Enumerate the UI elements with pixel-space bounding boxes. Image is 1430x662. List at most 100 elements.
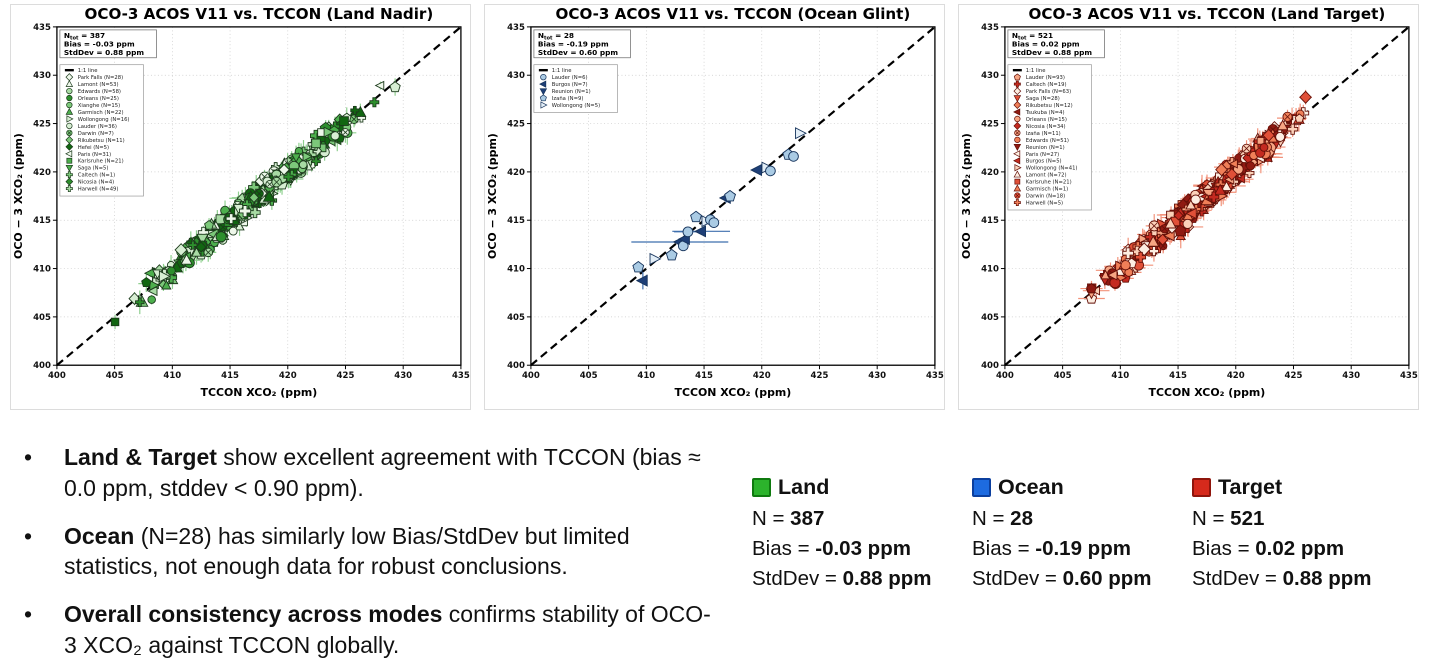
legend-entry-label: Karlsruhe (N=21)	[1026, 180, 1072, 186]
scatter-point	[283, 171, 294, 182]
legend-entry-label: Edwards (N=58)	[78, 89, 121, 95]
svg-text:425: 425	[981, 120, 999, 130]
scatter-point-x	[205, 249, 211, 256]
svg-text:430: 430	[33, 71, 51, 81]
chart-title: OCO-3 ACOS V11 vs. TCCON (Land Nadir)	[85, 5, 434, 23]
svg-text:405: 405	[580, 371, 598, 381]
scatter-point	[228, 226, 238, 236]
scatter-point	[1225, 167, 1238, 181]
scatter-point-x	[1015, 131, 1020, 135]
svg-text:415: 415	[507, 216, 525, 226]
scatter-point	[215, 231, 227, 243]
svg-text:415: 415	[1169, 371, 1187, 381]
summary-stddev: StdDev = 0.88 ppm	[1192, 566, 1372, 590]
legend-marker	[65, 107, 74, 115]
legend-entry-label: Darwin (N=7)	[78, 131, 114, 137]
scatter-point	[1135, 251, 1147, 263]
svg-text:420: 420	[507, 168, 525, 178]
chart-title: OCO-3 ACOS V11 vs. TCCON (Ocean Glint)	[556, 5, 911, 23]
legend-marker	[539, 94, 547, 102]
svg-text:420: 420	[1227, 371, 1245, 381]
legend-entry-label: Caltech (N=19)	[1026, 82, 1067, 88]
axes-box	[56, 26, 462, 366]
scatter-point	[302, 151, 313, 162]
svg-text:415: 415	[695, 371, 713, 381]
summary-label: Land	[778, 475, 830, 499]
legend-entry-label: Saga (N=28)	[1026, 96, 1060, 102]
legend-marker	[65, 185, 73, 193]
legend-marker	[1013, 80, 1021, 88]
scatter-point	[708, 217, 720, 228]
summary-label: Ocean	[998, 475, 1064, 499]
legend-marker	[66, 94, 73, 102]
scatter-point	[1086, 282, 1097, 294]
svg-text:StdDev = 0.88 ppm: StdDev = 0.88 ppm	[64, 48, 145, 57]
svg-text:435: 435	[33, 23, 51, 33]
scatter-point-x	[256, 190, 262, 197]
legend-entry-label: Paris (N=27)	[1026, 152, 1059, 158]
axes-box	[1004, 26, 1410, 366]
legend-marker	[1013, 144, 1022, 152]
legend-marker	[1013, 101, 1022, 109]
scatter-point	[1287, 123, 1299, 135]
y-axis-label: OCO − 3 XCO₂ (ppm)	[960, 133, 973, 259]
legend-entry-label: Park Falls (N=63)	[1026, 89, 1071, 95]
bullet-bold-text: Ocean	[64, 522, 135, 549]
scatter-point	[1275, 132, 1286, 142]
legend-marker	[1014, 178, 1021, 185]
legend-entry-label: Saga (N=5)	[78, 166, 109, 172]
legend-entry-label: Garmisch (N=22)	[78, 110, 124, 116]
legend-marker	[1013, 95, 1022, 103]
chart-panel-land-nadir: 400 400 405 405 410 410 415 415 420 420 425 425 430 4…	[10, 4, 471, 410]
scatter-point	[1245, 161, 1255, 171]
scatter-point	[1185, 199, 1197, 210]
scatter-point-x	[267, 181, 273, 187]
scatter-point	[135, 297, 145, 308]
summary-header: Ocean	[972, 474, 1192, 502]
scatter-point-x	[351, 116, 357, 122]
scatter-point	[195, 241, 207, 253]
scatter-point	[166, 266, 176, 276]
legend-entry-label: Lauder (N=36)	[78, 124, 117, 130]
legend-marker	[65, 164, 74, 172]
svg-text:Ntot = 387: Ntot = 387	[64, 31, 105, 42]
charts-row: 400 400 405 405 410 410 415 415 420 420 425 425 430 4…	[10, 4, 1419, 410]
legend-entry-label: Wollongong (N=5)	[552, 103, 600, 109]
axis-ticks	[52, 26, 462, 370]
legend-marker	[1013, 170, 1022, 178]
target-color-swatch	[1192, 478, 1211, 498]
legend-entry-label: Nicosia (N=4)	[78, 180, 114, 186]
legend-entry-label: Lauder (N=6)	[552, 75, 588, 81]
summary-stddev: StdDev = 0.88 ppm	[752, 566, 932, 590]
svg-text:400: 400	[507, 361, 525, 371]
scatter-point	[1182, 218, 1193, 229]
svg-text:Bias = -0.19 ppm: Bias = -0.19 ppm	[538, 39, 609, 48]
scatter-point-x	[1284, 113, 1291, 120]
bullet-bold-text: Overall consistency across modes	[64, 601, 443, 628]
axes-box	[530, 26, 936, 366]
svg-text:415: 415	[221, 371, 239, 381]
y-axis-label: OCO − 3 XCO₂ (ppm)	[486, 133, 499, 259]
legend-marker	[66, 122, 73, 130]
legend-entry-label: Hefei (N=5)	[78, 145, 109, 151]
scatter-point	[1185, 207, 1197, 220]
svg-text:400: 400	[33, 361, 51, 371]
svg-text:405: 405	[507, 313, 525, 323]
legend-entry-label: Burgos (N=7)	[552, 82, 588, 88]
legend-entry-label: Reunion (N=1)	[1026, 145, 1065, 151]
svg-text:420: 420	[981, 168, 999, 178]
legend-marker	[65, 79, 74, 87]
legend-entry-label: Orleans (N=15)	[1026, 117, 1067, 123]
svg-text:435: 435	[981, 23, 999, 33]
scatter-points	[110, 80, 401, 327]
legend-entry-label: Wollongong (N=41)	[1026, 166, 1078, 172]
svg-text:405: 405	[981, 313, 999, 323]
summary-col-ocean: Ocean N = 28 Bias = -0.19 ppm StdDev = 0…	[972, 474, 1192, 596]
svg-text:400: 400	[48, 371, 66, 381]
legend-entry-label: Rikubetsu (N=12)	[1026, 103, 1073, 109]
legend-marker	[1013, 87, 1022, 96]
